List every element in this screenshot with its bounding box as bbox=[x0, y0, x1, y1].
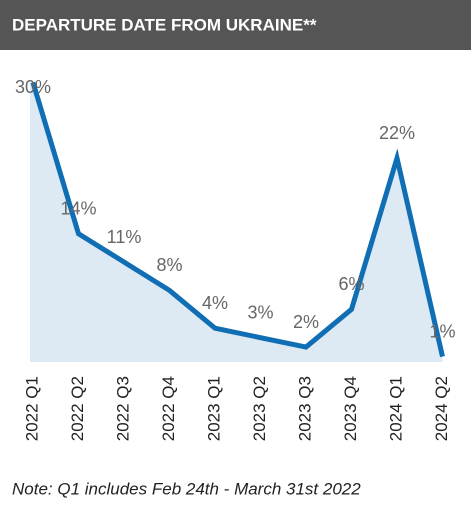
note: Note: Q1 includes Feb 24th - March 31st … bbox=[12, 479, 361, 498]
value-label: 22% bbox=[379, 123, 415, 143]
x-tick-label: 2023 Q3 bbox=[295, 376, 314, 441]
value-label: 30% bbox=[15, 77, 51, 97]
x-tick-label: 2024 Q1 bbox=[386, 376, 405, 441]
chart-title: DEPARTURE DATE FROM UKRAINE** bbox=[12, 15, 317, 34]
value-label: 11% bbox=[107, 227, 142, 247]
value-label: 1% bbox=[429, 321, 455, 341]
value-label: 2% bbox=[293, 312, 319, 332]
x-tick-label: 2022 Q2 bbox=[68, 376, 87, 441]
value-label: 14% bbox=[60, 198, 96, 218]
value-label: 6% bbox=[338, 274, 364, 294]
x-tick-label: 2023 Q1 bbox=[204, 376, 223, 441]
x-tick-label: 2024 Q2 bbox=[432, 376, 451, 441]
line bbox=[30, 81, 445, 358]
value-label: 3% bbox=[247, 302, 273, 322]
x-tick-label: 2022 Q3 bbox=[113, 376, 132, 441]
x-tick-label: 2022 Q4 bbox=[159, 376, 178, 441]
x-tick-label: 2022 Q1 bbox=[22, 376, 41, 441]
area bbox=[30, 82, 443, 362]
x-tick-label: 2023 Q4 bbox=[341, 376, 360, 441]
value-label: 4% bbox=[202, 293, 228, 313]
header-bar bbox=[0, 0, 471, 50]
value-label: 8% bbox=[156, 255, 182, 275]
x-tick-label: 2023 Q2 bbox=[250, 376, 269, 441]
